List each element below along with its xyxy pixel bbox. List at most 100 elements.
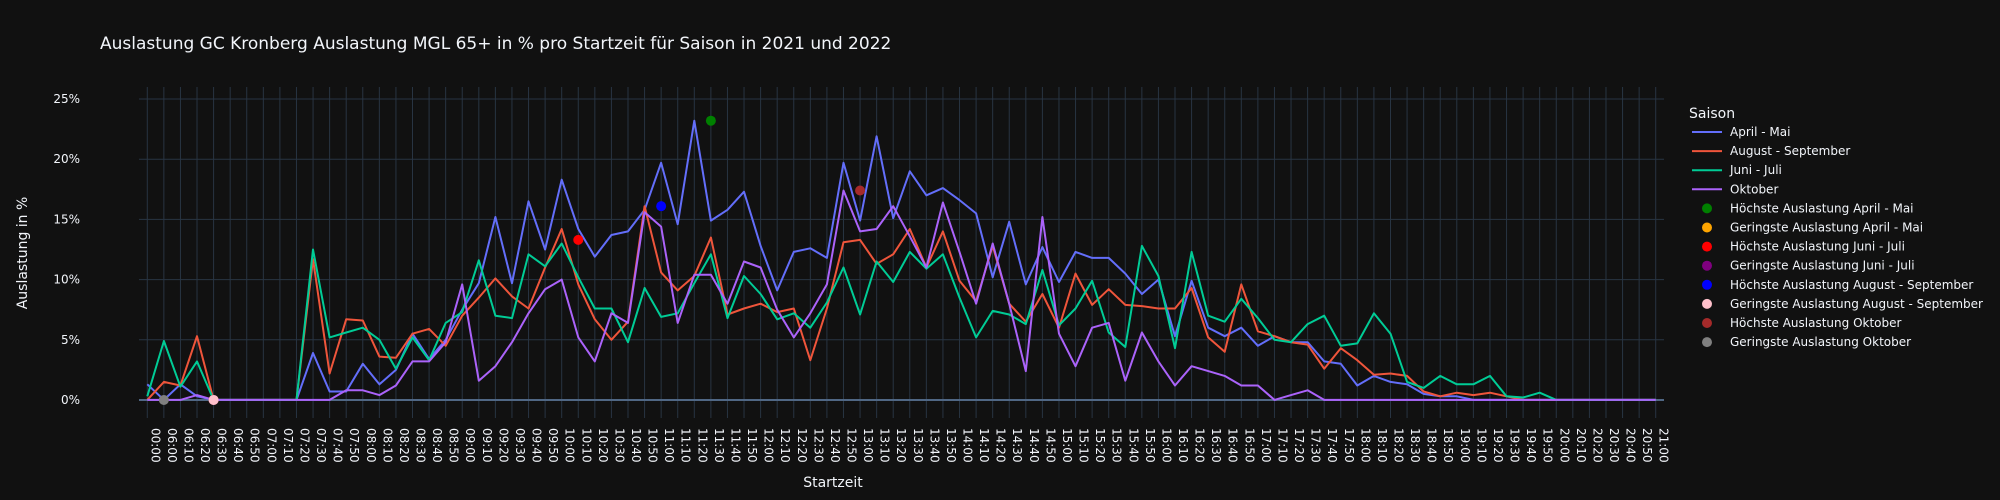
- x-tick-label: 11:20: [695, 428, 709, 463]
- x-tick-label: 20:00: [1557, 428, 1571, 463]
- legend-item-label: August - September: [1730, 144, 1850, 158]
- legend-marker-swatch: [1702, 203, 1712, 214]
- x-tick-label: 12:30: [811, 428, 825, 463]
- x-tick-label: 06:40: [231, 428, 245, 463]
- x-tick-label: 09:50: [546, 428, 560, 463]
- legend-item-label: Geringste Auslastung Oktober: [1730, 335, 1911, 349]
- x-tick-label: 15:30: [1110, 428, 1124, 463]
- x-tick-label: 13:50: [944, 428, 958, 463]
- y-tick-label: 25%: [53, 92, 80, 106]
- x-tick-label: 11:40: [728, 428, 742, 463]
- x-tick-label: 16:40: [1226, 428, 1240, 463]
- legend-item-label: Höchste Auslastung August - September: [1730, 278, 1973, 292]
- x-tick-label: 20:30: [1607, 428, 1621, 463]
- x-tick-label: 17:20: [1292, 428, 1306, 463]
- x-tick-label: 13:10: [878, 428, 892, 463]
- marker-point[interactable]: [573, 234, 584, 245]
- x-tick-label: 09:30: [513, 428, 527, 463]
- legend-marker-swatch: [1702, 337, 1712, 348]
- legend[interactable]: Saison April - Mai August - September Juni…: [1689, 106, 1983, 349]
- x-tick-label: 11:30: [712, 428, 726, 463]
- x-tick-label: 19:50: [1541, 428, 1555, 463]
- series-line-oktober[interactable]: [147, 189, 1656, 401]
- chart-title: Auslastung GC Kronberg Auslastung MGL 65…: [100, 34, 891, 54]
- x-tick-label: 07:30: [314, 428, 328, 463]
- x-tick-label: 11:50: [745, 428, 759, 463]
- x-tick-label: 14:40: [1027, 428, 1041, 463]
- y-tick-label: 0%: [61, 393, 80, 407]
- x-tick-label: 12:20: [795, 428, 809, 463]
- legend-marker-swatch: [1702, 318, 1712, 328]
- x-tick-label: 14:10: [977, 428, 991, 463]
- legend-item-label: April - Mai: [1730, 125, 1790, 139]
- x-tick-label: 14:30: [1010, 428, 1024, 463]
- x-tick-label: 18:40: [1425, 428, 1439, 463]
- x-tick-label: 17:10: [1275, 428, 1289, 463]
- x-tick-label: 08:50: [447, 428, 461, 463]
- x-axis-title: Startzeit: [803, 475, 863, 491]
- y-axis-ticks: 0% 5% 10% 15% 20% 25%: [53, 92, 80, 407]
- legend-item-label: Geringste Auslastung Juni - Juli: [1730, 259, 1915, 273]
- legend-item-label: Höchste Auslastung April - Mai: [1730, 201, 1914, 215]
- x-tick-label: 15:50: [1143, 428, 1157, 463]
- x-tick-label: 14:50: [1043, 428, 1057, 463]
- x-tick-label: 12:00: [762, 428, 776, 463]
- x-tick-label: 13:00: [861, 428, 875, 463]
- legend-item-label: Höchste Auslastung Oktober: [1730, 316, 1902, 330]
- y-tick-label: 5%: [61, 333, 80, 347]
- x-tick-label: 16:30: [1209, 428, 1223, 463]
- series-line-juni-juli[interactable]: [146, 242, 1656, 401]
- x-tick-label: 06:00: [165, 428, 179, 463]
- x-tick-label: 08:00: [364, 428, 378, 463]
- x-tick-label: 20:10: [1574, 428, 1588, 463]
- x-tick-label: 10:10: [579, 428, 593, 463]
- x-tick-label: 18:30: [1408, 428, 1422, 463]
- x-tick-label: 18:00: [1358, 428, 1372, 463]
- x-tick-label: 07:00: [264, 428, 278, 463]
- x-tick-label: 07:10: [281, 428, 295, 463]
- legend-title: Saison: [1689, 106, 1735, 122]
- marker-point[interactable]: [208, 394, 219, 405]
- x-tick-label: 08:40: [430, 428, 444, 463]
- x-tick-label: 16:20: [1193, 428, 1207, 463]
- x-tick-label: 06:50: [248, 428, 262, 463]
- y-tick-label: 20%: [53, 152, 80, 166]
- x-tick-label: 10:20: [596, 428, 610, 463]
- x-tick-label: 09:00: [463, 428, 477, 463]
- legend-marker-swatch: [1702, 279, 1712, 290]
- x-tick-label: 10:30: [612, 428, 626, 463]
- x-tick-label: 10:50: [646, 428, 660, 463]
- x-tick-label: 08:20: [397, 428, 411, 463]
- x-tick-label: 16:00: [1159, 428, 1173, 463]
- series-group: [146, 119, 1656, 401]
- legend-item-label: Geringste Auslastung April - Mai: [1730, 221, 1923, 235]
- y-tick-label: 10%: [53, 273, 80, 287]
- x-tick-label: 14:20: [994, 428, 1008, 463]
- x-tick-label: 19:30: [1508, 428, 1522, 463]
- x-tick-label: 17:00: [1259, 428, 1273, 463]
- marker-point[interactable]: [158, 394, 169, 405]
- x-tick-label: 11:00: [662, 428, 676, 463]
- marker-point[interactable]: [656, 201, 667, 212]
- x-tick-label: 20:40: [1624, 428, 1638, 463]
- x-tick-label: 13:20: [894, 428, 908, 463]
- x-tick-label: 00:00: [148, 428, 162, 463]
- legend-item-label: Höchste Auslastung Juni - Juli: [1730, 240, 1905, 254]
- x-tick-label: 18:10: [1375, 428, 1389, 463]
- x-tick-label: 07:40: [331, 428, 345, 463]
- x-tick-label: 15:20: [1093, 428, 1107, 463]
- x-tick-label: 07:50: [347, 428, 361, 463]
- marker-point[interactable]: [855, 185, 866, 196]
- x-tick-label: 09:10: [480, 428, 494, 463]
- x-tick-label: 15:40: [1126, 428, 1140, 463]
- x-tick-label: 19:00: [1458, 428, 1472, 463]
- markers-group: [158, 115, 866, 405]
- x-tick-label: 12:50: [844, 428, 858, 463]
- legend-item-label: Oktober: [1730, 182, 1778, 196]
- x-tick-label: 10:00: [563, 428, 577, 463]
- y-tick-label: 15%: [53, 212, 80, 226]
- x-tick-label: 19:40: [1524, 428, 1538, 463]
- x-axis-ticks: 00:00 06:00 06:10 06:20 06:30 06:40 06:50 07:00…: [148, 428, 1670, 463]
- x-tick-label: 15:00: [1060, 428, 1074, 463]
- marker-point[interactable]: [705, 115, 716, 126]
